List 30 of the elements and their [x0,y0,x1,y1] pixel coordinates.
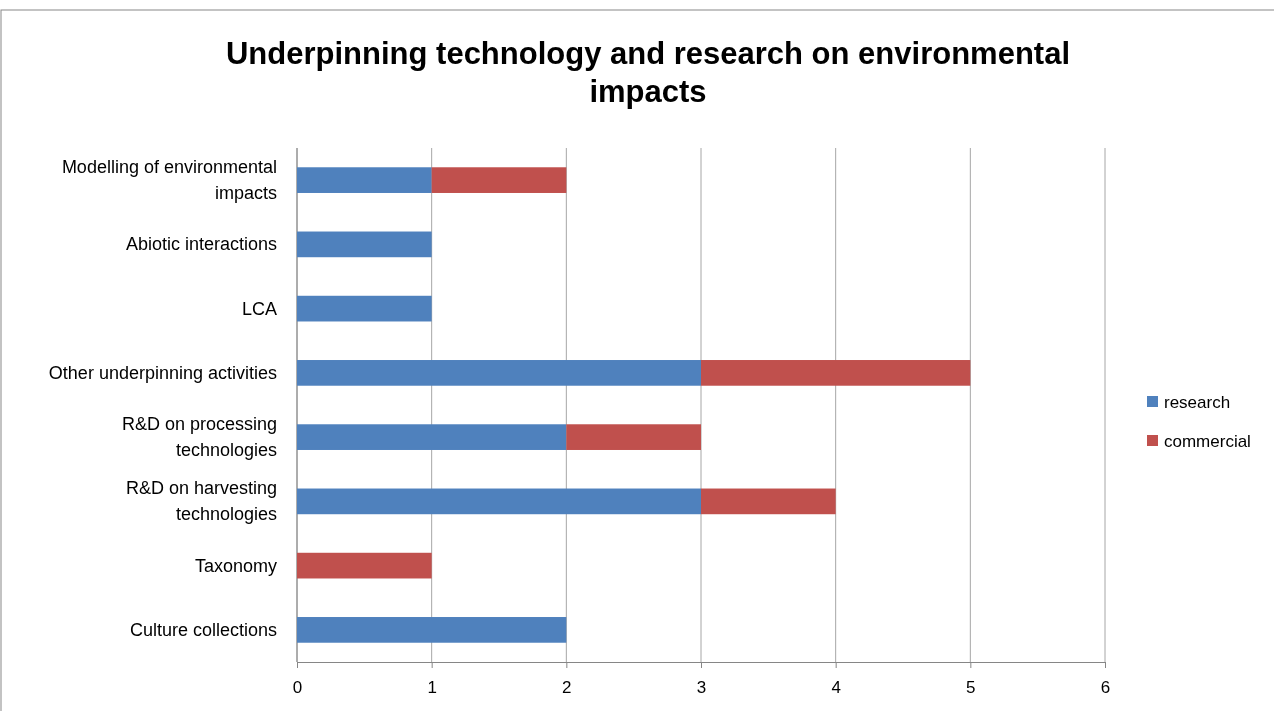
bar [297,488,701,515]
x-tick-label: 0 [292,678,303,698]
bar [566,424,701,450]
x-tick-label: 6 [1100,678,1111,698]
bar [701,488,836,515]
y-tick-label: R&D on harvesting technologies [125,478,277,525]
y-tick-label: Culture collections [129,619,277,640]
x-tick-label: 4 [831,678,841,698]
y-tick-label: Taxonomy [194,555,277,576]
x-tick-label: 5 [966,678,976,698]
bar [701,360,971,386]
bar [431,167,567,193]
y-tick-label: Modelling of environmental impacts [61,157,277,204]
bar [297,360,701,386]
bar [297,295,432,322]
bar [297,552,432,579]
bar [297,167,432,193]
bar [297,231,432,258]
y-tick-label: Abiotic interactions [125,234,277,255]
legend-label: commercial [1164,432,1251,451]
x-tick-label: 1 [427,678,437,698]
legend-label: research [1164,393,1231,412]
bar [297,617,567,643]
y-tick-label: LCA [241,298,277,319]
y-tick-label: Other underpinning activities [48,362,277,383]
chart-title: Underpinning technology and research on environmental impacts [225,36,1071,109]
x-tick-label: 2 [562,678,572,698]
bar [297,424,567,450]
x-tick-label: 3 [696,678,707,698]
y-tick-label: R&D on processing technologies [121,414,277,461]
